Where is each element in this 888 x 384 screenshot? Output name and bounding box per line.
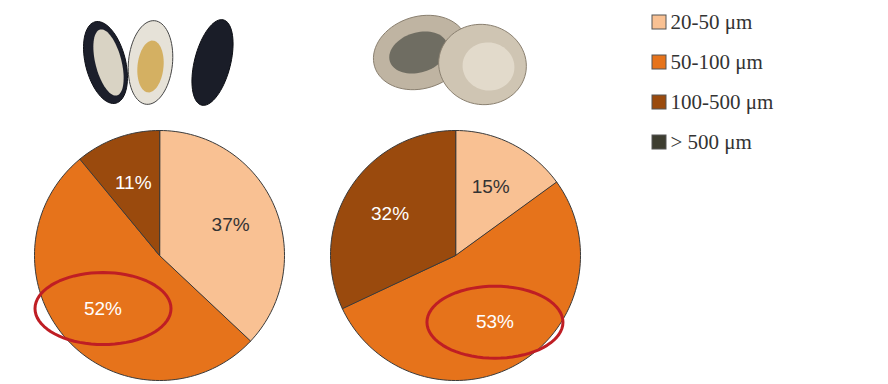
svg-text:53%: 53% — [476, 311, 514, 332]
svg-text:100-500 μm: 100-500 μm — [671, 90, 774, 114]
svg-text:20-50 μm: 20-50 μm — [671, 10, 753, 34]
svg-text:52%: 52% — [84, 298, 122, 319]
svg-text:37%: 37% — [212, 214, 250, 235]
svg-text:15%: 15% — [472, 176, 510, 197]
svg-text:> 500 μm: > 500 μm — [671, 130, 752, 154]
svg-text:32%: 32% — [371, 203, 409, 224]
svg-text:11%: 11% — [115, 172, 152, 193]
svg-text:50-100 μm: 50-100 μm — [671, 50, 763, 74]
